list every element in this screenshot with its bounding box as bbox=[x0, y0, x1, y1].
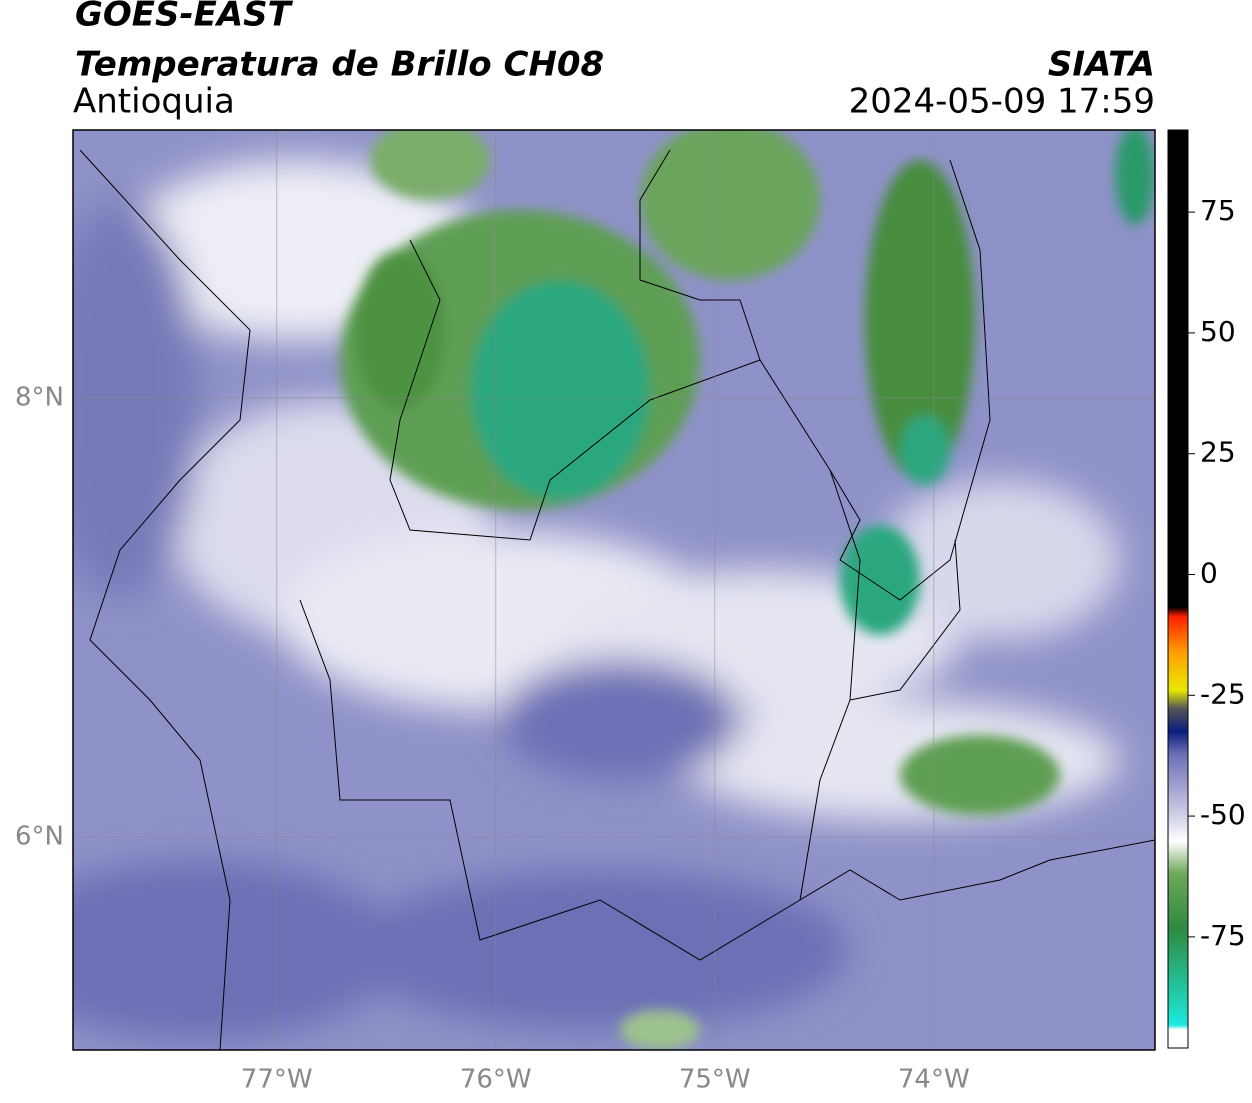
coastline bbox=[79, 149, 251, 1050]
title: Temperatura de Brillo CH08 bbox=[75, 45, 604, 85]
colorbar-tick-label: 0 bbox=[1200, 557, 1218, 590]
y-tick-label: 8°N bbox=[15, 382, 64, 412]
region: Antioquia bbox=[73, 82, 235, 122]
map-frame bbox=[72, 129, 1156, 1051]
colorbar-tick-label: 25 bbox=[1200, 436, 1236, 469]
satellite-name: GOES-EAST bbox=[75, 0, 294, 35]
source: SIATA bbox=[1048, 45, 1155, 85]
colorbar-tick-label: -25 bbox=[1200, 677, 1246, 710]
colorbar-tick-label: 75 bbox=[1200, 194, 1236, 227]
x-tick-label: 75°W bbox=[679, 1065, 751, 1095]
borders bbox=[299, 149, 1155, 961]
x-tick-label: 74°W bbox=[898, 1065, 970, 1095]
y-tick-label: 6°N bbox=[15, 822, 64, 852]
colorbar-tick-label: 50 bbox=[1200, 315, 1236, 348]
datetime: 2024-05-09 17:59 bbox=[849, 82, 1155, 122]
colorbar-tick-label: -50 bbox=[1200, 798, 1246, 831]
x-tick-label: 76°W bbox=[460, 1065, 532, 1095]
colorbar bbox=[1167, 129, 1189, 1049]
x-tick-label: 77°W bbox=[241, 1065, 313, 1095]
colorbar-tick-label: -75 bbox=[1200, 919, 1246, 952]
map-image bbox=[73, 130, 1155, 1050]
